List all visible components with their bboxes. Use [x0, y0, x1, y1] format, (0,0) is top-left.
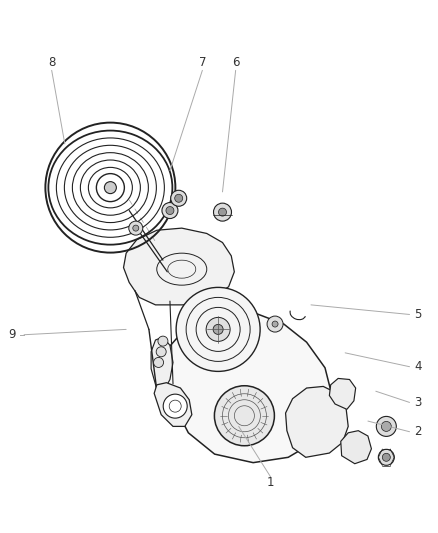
Circle shape — [376, 416, 396, 437]
Polygon shape — [124, 228, 234, 305]
Circle shape — [133, 225, 139, 231]
Text: 6: 6 — [232, 56, 240, 69]
Circle shape — [104, 182, 117, 193]
Circle shape — [158, 336, 168, 346]
Circle shape — [129, 221, 143, 235]
Text: 1: 1 — [267, 476, 275, 489]
Polygon shape — [151, 337, 173, 392]
Polygon shape — [329, 378, 356, 409]
Text: 8: 8 — [48, 56, 55, 69]
Circle shape — [154, 358, 163, 367]
Polygon shape — [286, 386, 348, 457]
Circle shape — [267, 316, 283, 332]
Polygon shape — [162, 310, 332, 463]
Text: 3: 3 — [415, 396, 422, 409]
Text: 2: 2 — [414, 425, 422, 438]
Circle shape — [206, 317, 230, 342]
Circle shape — [213, 203, 232, 221]
Circle shape — [381, 422, 391, 431]
Circle shape — [215, 386, 274, 446]
Circle shape — [382, 453, 390, 462]
Circle shape — [175, 194, 183, 203]
Text: 7: 7 — [198, 56, 206, 69]
Text: 5: 5 — [415, 308, 422, 321]
Circle shape — [156, 347, 166, 357]
Circle shape — [162, 203, 178, 219]
Circle shape — [166, 206, 174, 215]
Text: 4: 4 — [414, 360, 422, 373]
Circle shape — [378, 449, 394, 465]
Circle shape — [272, 321, 278, 327]
Circle shape — [176, 287, 260, 372]
Circle shape — [163, 394, 187, 418]
Circle shape — [213, 325, 223, 334]
Circle shape — [219, 208, 226, 216]
Polygon shape — [154, 383, 192, 426]
Circle shape — [171, 190, 187, 206]
Text: 9: 9 — [8, 328, 16, 341]
Polygon shape — [341, 431, 371, 464]
